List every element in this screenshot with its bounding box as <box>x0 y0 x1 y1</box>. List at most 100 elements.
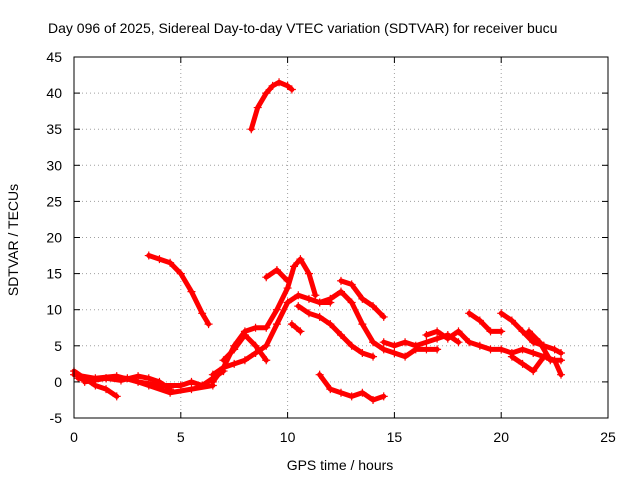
data-point <box>294 291 303 300</box>
x-axis-label: GPS time / hours <box>287 457 394 473</box>
data-point <box>535 338 544 347</box>
series-trail <box>289 321 303 334</box>
data-point <box>187 287 196 296</box>
data-point <box>358 349 367 358</box>
y-tick-label: 35 <box>46 121 62 137</box>
data-point <box>198 309 207 318</box>
data-point <box>337 388 345 397</box>
data-point <box>304 294 313 303</box>
data-point <box>304 269 313 278</box>
data-point <box>230 345 239 354</box>
data-point <box>497 309 506 318</box>
x-tick-label: 5 <box>177 429 185 445</box>
data-point <box>369 338 378 347</box>
data-point <box>347 392 356 401</box>
series-track-small-11 <box>262 265 292 285</box>
data-point <box>347 341 356 350</box>
series-trail <box>295 303 376 360</box>
chart-title: Day 096 of 2025, Sidereal Day-to-day VTE… <box>48 20 557 36</box>
data-point <box>315 298 324 307</box>
data-point <box>337 276 345 285</box>
data-point <box>369 352 378 361</box>
data-point <box>166 388 175 397</box>
series-trail <box>210 292 333 378</box>
series-trail <box>466 310 504 334</box>
data-point <box>379 338 388 347</box>
series-track-peak-40 <box>247 78 296 134</box>
data-point <box>465 338 474 347</box>
data-point <box>497 345 506 354</box>
data-point <box>187 377 196 386</box>
data-point <box>347 298 356 307</box>
data-point <box>262 341 271 350</box>
grid <box>74 57 608 418</box>
data-point <box>283 276 292 285</box>
series-trail <box>526 328 564 363</box>
data-point <box>155 255 164 264</box>
data-point <box>283 81 292 90</box>
series-track-descent-1 <box>294 302 378 361</box>
data-point <box>379 345 388 354</box>
data-point <box>326 320 335 329</box>
data-point <box>253 103 262 112</box>
series-trail <box>423 328 547 360</box>
data-point <box>379 392 388 401</box>
y-tick-label: 20 <box>46 230 62 246</box>
data-point <box>337 330 345 339</box>
data-point <box>296 327 305 336</box>
data-point <box>272 265 281 274</box>
y-tick-label: 30 <box>46 157 62 173</box>
y-tick-label: 10 <box>46 302 62 318</box>
data-point <box>262 273 271 282</box>
data-point <box>287 85 296 94</box>
y-tick-label: 25 <box>46 193 62 209</box>
data-point <box>296 255 305 264</box>
data-point <box>443 334 452 343</box>
axis-ticks <box>73 56 609 419</box>
data-point <box>144 381 153 390</box>
data-point <box>91 381 100 390</box>
data-point <box>262 89 271 98</box>
data-point <box>433 345 442 354</box>
data-point <box>358 294 367 303</box>
data-point <box>304 309 313 318</box>
series-track-early-1 <box>70 367 121 401</box>
data-point <box>287 320 296 329</box>
data-point <box>230 359 239 368</box>
series-track-evening-3 <box>465 309 506 336</box>
data-point <box>390 349 399 358</box>
data-point <box>497 327 506 336</box>
data-point <box>390 341 399 350</box>
data-point <box>251 323 260 332</box>
data-point <box>550 345 559 354</box>
x-tick-label: 25 <box>600 429 616 445</box>
x-tick-label: 10 <box>280 429 296 445</box>
data-point <box>411 341 420 350</box>
data-point <box>358 320 367 329</box>
y-tick-label: 45 <box>46 49 62 65</box>
data-point <box>507 316 516 325</box>
x-tick-label: 0 <box>70 429 78 445</box>
data-point <box>486 345 495 354</box>
data-point <box>102 385 111 394</box>
series-track-lower <box>315 370 388 404</box>
data-point <box>326 294 335 303</box>
data-point <box>401 338 410 347</box>
y-tick-label: -5 <box>50 410 63 426</box>
data-point <box>507 352 516 361</box>
y-axis-label: SDTVAR / TECUs <box>5 184 21 296</box>
data-point <box>144 374 153 383</box>
data-point <box>369 395 378 404</box>
data-point <box>272 320 281 329</box>
data-point <box>518 345 527 354</box>
data-point <box>166 258 175 267</box>
data-point <box>251 341 260 350</box>
data-point <box>358 388 367 397</box>
data-point <box>557 356 566 365</box>
data-point <box>123 374 132 383</box>
data-point <box>144 251 153 260</box>
data-point <box>240 356 249 365</box>
data-point <box>315 312 324 321</box>
data-point <box>454 338 463 347</box>
data-point <box>486 327 495 336</box>
